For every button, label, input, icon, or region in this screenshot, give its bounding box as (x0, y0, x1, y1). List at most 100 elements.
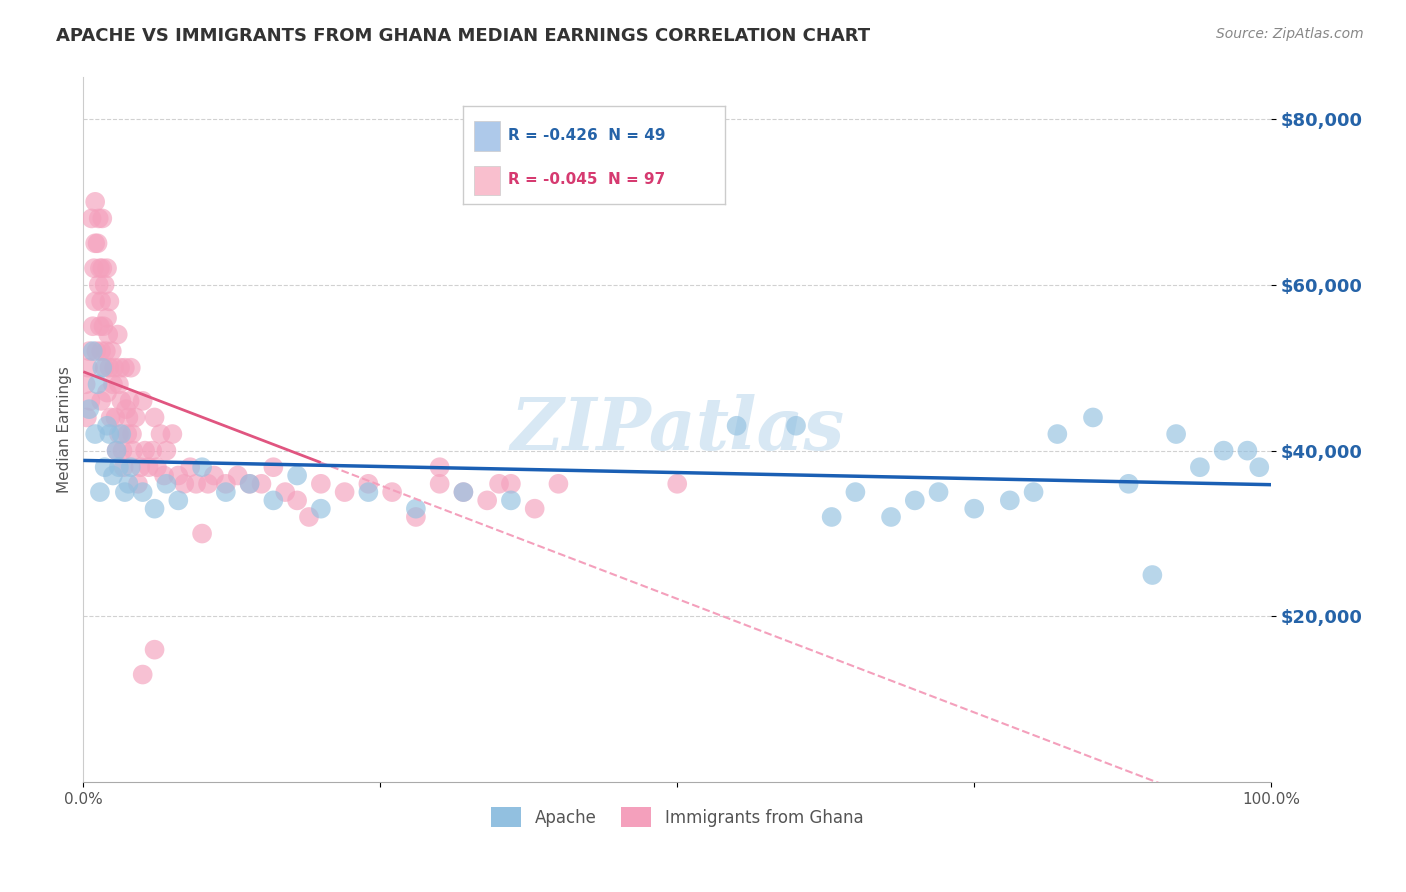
Point (127, 476, 149, 491)
Point (76, 410, 98, 425)
Point (96, 418, 118, 433)
Point (453, 485, 475, 500)
Point (274, 485, 297, 500)
Point (114, 360, 136, 375)
Point (309, 476, 332, 491)
Point (77, 344, 100, 359)
Point (101, 468, 124, 483)
Point (77, 360, 100, 375)
Point (162, 427, 184, 442)
Point (357, 476, 380, 491)
Point (131, 393, 153, 408)
Point (101, 377, 124, 392)
Point (90, 294, 112, 309)
Point (89, 319, 111, 334)
Point (1188, 460, 1211, 475)
Point (83, 261, 105, 276)
Point (84, 294, 107, 309)
Point (77, 402, 100, 417)
Point (1081, 410, 1104, 425)
Point (134, 443, 156, 458)
Point (141, 443, 163, 458)
Point (785, 418, 807, 433)
Point (79, 393, 101, 408)
Point (155, 476, 177, 491)
Point (84, 194, 107, 209)
Point (101, 344, 124, 359)
Point (357, 485, 380, 500)
Point (285, 493, 308, 508)
Point (105, 443, 128, 458)
Point (1236, 443, 1258, 458)
Legend: Apache, Immigrants from Ghana: Apache, Immigrants from Ghana (485, 800, 870, 834)
Point (111, 443, 134, 458)
Point (93, 319, 115, 334)
Point (405, 501, 427, 516)
Point (118, 393, 141, 408)
Point (91, 261, 114, 276)
Point (429, 460, 451, 475)
Point (191, 460, 214, 475)
Point (202, 468, 225, 483)
Point (725, 418, 748, 433)
Point (94, 344, 117, 359)
Point (475, 493, 498, 508)
Point (499, 476, 522, 491)
Point (226, 468, 249, 483)
Point (820, 510, 842, 524)
Point (98, 294, 121, 309)
Point (453, 485, 475, 500)
Point (108, 360, 131, 375)
Point (100, 410, 122, 425)
Point (149, 427, 172, 442)
Point (309, 501, 332, 516)
Point (120, 460, 142, 475)
Point (96, 261, 118, 276)
Point (167, 493, 190, 508)
Point (904, 493, 927, 508)
Point (250, 476, 273, 491)
Point (75, 377, 97, 392)
Point (87, 277, 110, 292)
Point (108, 377, 131, 392)
Point (138, 460, 160, 475)
Point (488, 476, 510, 491)
Point (143, 501, 166, 516)
Point (405, 510, 427, 524)
Point (108, 460, 131, 475)
Point (285, 468, 308, 483)
Point (1046, 427, 1069, 442)
Point (143, 410, 166, 425)
Point (131, 485, 153, 500)
Point (153, 468, 176, 483)
Point (98, 360, 121, 375)
Point (197, 476, 219, 491)
Point (93, 360, 115, 375)
Point (82, 344, 104, 359)
Point (82, 319, 104, 334)
Point (80, 211, 103, 226)
Point (998, 493, 1021, 508)
Point (1212, 443, 1234, 458)
Point (1118, 476, 1140, 491)
Point (124, 410, 146, 425)
Point (880, 510, 903, 524)
Point (107, 327, 129, 342)
Point (129, 460, 152, 475)
Point (98, 427, 121, 442)
Point (90, 344, 112, 359)
Point (146, 460, 169, 475)
Point (1249, 460, 1271, 475)
Point (104, 410, 127, 425)
Point (963, 501, 986, 516)
Point (103, 360, 125, 375)
Point (110, 393, 132, 408)
Text: APACHE VS IMMIGRANTS FROM GHANA MEDIAN EARNINGS CORRELATION CHART: APACHE VS IMMIGRANTS FROM GHANA MEDIAN E… (56, 27, 870, 45)
Point (86, 344, 108, 359)
Point (89, 261, 111, 276)
Point (86, 377, 108, 392)
Point (191, 526, 214, 541)
Point (239, 476, 262, 491)
Point (1022, 485, 1045, 500)
Point (547, 476, 569, 491)
